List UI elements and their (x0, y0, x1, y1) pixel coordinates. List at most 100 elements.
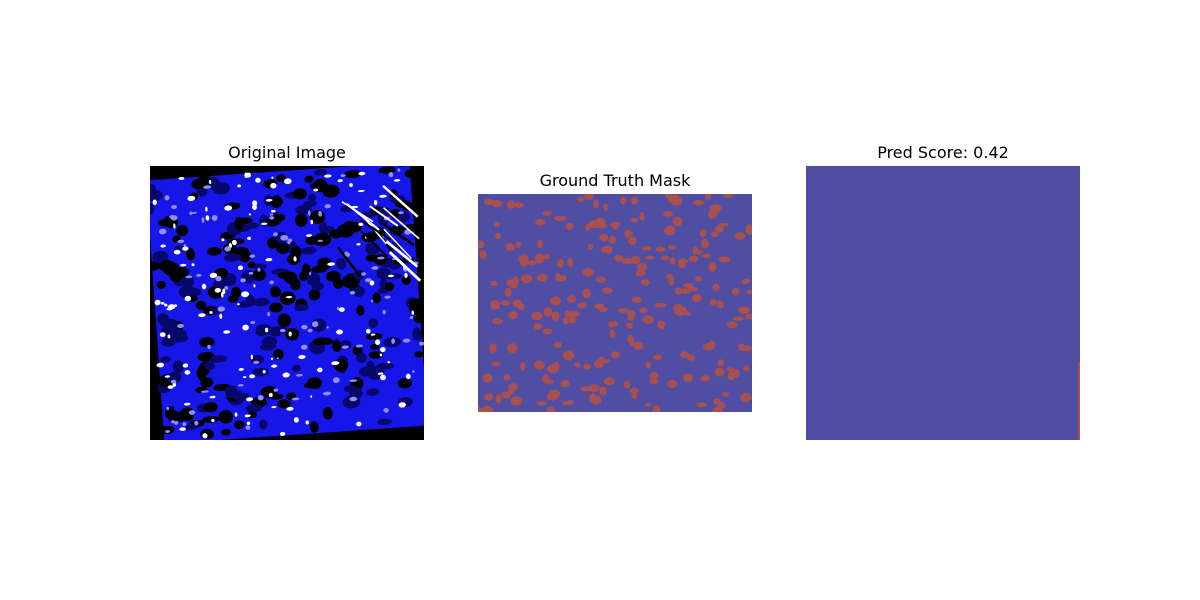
tissue-nucleus (413, 314, 424, 324)
nucleus-mask (534, 253, 545, 264)
nucleus-mask (688, 255, 699, 262)
tissue-highlight (301, 324, 308, 330)
tissue-highlight (287, 240, 291, 245)
tissue-nucleus (303, 200, 318, 208)
tissue-highlight (332, 377, 340, 384)
tissue-highlight (317, 239, 324, 242)
nucleus-mask (696, 402, 707, 408)
tissue-highlight (379, 353, 383, 357)
tissue-highlight (184, 295, 192, 302)
tissue-nucleus (277, 399, 291, 409)
original-image-canvas (150, 166, 424, 440)
tissue-highlight (170, 379, 177, 384)
tissue-highlight (221, 238, 225, 242)
tissue-highlight (167, 385, 174, 389)
tissue-highlight (201, 283, 207, 290)
tissue-highlight (305, 420, 309, 425)
tissue-nucleus (203, 401, 218, 413)
tissue-nucleus (156, 280, 166, 289)
tissue-nucleus (234, 216, 244, 231)
tissue-highlight (271, 406, 277, 409)
tissue-highlight (244, 172, 248, 179)
tissue-highlight (341, 345, 349, 349)
tissue-highlight (173, 223, 176, 229)
ground-truth-title: Ground Truth Mask (539, 171, 691, 190)
nucleus-mask (554, 215, 566, 221)
tissue-nucleus (336, 257, 347, 270)
nucleus-mask (693, 249, 703, 255)
nucleus-mask (627, 316, 635, 321)
nucleus-mask (709, 299, 717, 306)
tissue-highlight (279, 431, 286, 436)
nucleus-mask (506, 200, 516, 209)
tissue-highlight (234, 412, 238, 417)
tissue-highlight (248, 272, 254, 275)
tissue-highlight (307, 210, 311, 216)
nucleus-mask (723, 194, 733, 198)
tissue-nucleus (271, 326, 288, 335)
nucleus-mask (603, 377, 616, 386)
tissue-highlight (257, 267, 261, 272)
nucleus-mask (547, 406, 555, 412)
tissue-nucleus (203, 361, 216, 371)
tissue-nucleus (369, 343, 380, 350)
nucleus-mask (520, 274, 533, 283)
tissue-nucleus (311, 282, 324, 291)
tissue-highlight (380, 347, 386, 353)
nucleus-mask (576, 197, 585, 202)
tissue-highlight (208, 179, 212, 185)
nucleus-mask (709, 340, 715, 349)
nucleus-mask (513, 202, 525, 208)
nucleus-mask (629, 387, 639, 394)
tissue-streak (383, 223, 415, 247)
tissue-highlight (220, 292, 224, 298)
nucleus-mask (479, 250, 487, 260)
tissue-highlight (207, 344, 211, 349)
tissue-nucleus (196, 366, 207, 381)
tissue-highlight (253, 360, 260, 365)
nucleus-mask (500, 300, 511, 306)
nucleus-mask (536, 401, 547, 406)
tissue-highlight (270, 210, 276, 213)
tissue-highlight (284, 178, 292, 185)
nucleus-mask (746, 224, 752, 232)
tissue-nucleus (180, 276, 195, 288)
nucleus-mask (685, 311, 692, 316)
nucleus-mask (714, 225, 724, 233)
nucleus-mask (533, 323, 543, 330)
tissue-highlight (219, 313, 223, 319)
tissue-highlight (182, 246, 189, 251)
tissue-highlight (313, 188, 319, 192)
tissue-highlight (369, 280, 375, 286)
tissue-highlight (310, 395, 313, 398)
tissue-highlight (174, 420, 179, 425)
tissue-nucleus (306, 272, 321, 286)
tissue-highlight (237, 384, 244, 387)
tissue-highlight (211, 215, 218, 221)
nucleus-mask (510, 396, 523, 406)
tissue-nucleus (284, 327, 300, 341)
tissue-highlight (247, 236, 251, 240)
nucleus-mask (655, 246, 666, 252)
tissue-nucleus (368, 351, 383, 359)
nucleus-mask (535, 218, 546, 226)
tissue-nucleus (270, 195, 283, 208)
tissue-nucleus (304, 381, 320, 389)
tissue-highlight (397, 168, 401, 172)
tissue-nucleus (293, 304, 309, 312)
tissue-nucleus (227, 295, 239, 303)
nucleus-mask (669, 257, 676, 265)
tissue-highlight (209, 395, 216, 399)
prediction-background (806, 166, 1080, 440)
tissue-highlight (338, 307, 345, 312)
tissue-nucleus (344, 170, 362, 179)
nucleus-mask (624, 229, 631, 239)
nucleus-mask (601, 287, 613, 294)
nucleus-mask (693, 199, 704, 206)
nucleus-mask (609, 235, 616, 244)
nucleus-mask (740, 392, 752, 403)
tissue-nucleus (295, 213, 308, 227)
tissue-highlight (184, 370, 191, 375)
nucleus-mask (630, 196, 639, 205)
tissue-streak (383, 207, 420, 240)
